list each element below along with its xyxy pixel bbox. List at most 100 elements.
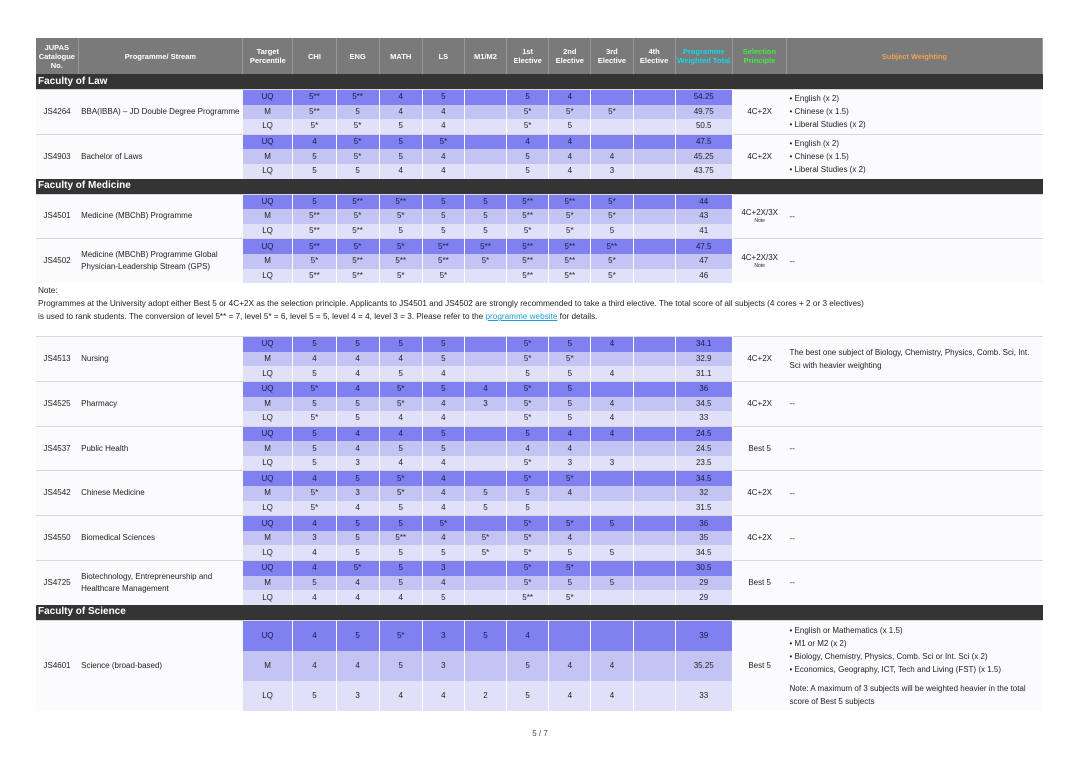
score-cell: 5* [292, 411, 337, 427]
catalogue-code: JS4542 [36, 470, 79, 516]
table-row: LQ 5* 5 4 4 5* 5 4 33 [36, 411, 1043, 427]
target-percentile: LQ [242, 590, 294, 605]
score-cell [633, 560, 676, 576]
table-row: M 3 5 5** 4 5* 5* 4 35 [36, 530, 1043, 546]
score-cell: 4 [336, 590, 380, 605]
table-row: M 5 4 5 4 5* 5 5 29 [36, 575, 1043, 591]
score-table: JUPAS Catalogue No. Programme/ Stream Ta… [36, 38, 1043, 711]
header-programme-weighted-total: Programme Weighted Total [675, 38, 733, 74]
score-cell: 5* [422, 515, 465, 531]
score-cell [464, 133, 508, 150]
table-row: JS4601 Science (broad-based) UQ 4 5 5* 3 5 4 39 Be… [36, 619, 1043, 711]
subject-weighting: -- [786, 515, 1043, 561]
subject-weighting: -- [786, 470, 1043, 516]
target-percentile: UQ [242, 88, 294, 105]
score-cell [633, 486, 676, 501]
score-cell: 5 [422, 223, 465, 239]
faculty-row-medicine: Faculty of Medicine [36, 178, 1043, 195]
score-cell: 3 [336, 486, 380, 501]
selection-principle: 4C+2X/3X Note [732, 238, 787, 284]
score-cell: 3 [548, 455, 592, 471]
faculty-title: Faculty of Medicine [36, 178, 1043, 195]
score-cell: 5 [422, 351, 465, 367]
score-cell: 5 [506, 425, 550, 442]
score-cell: 4 [292, 545, 337, 561]
score-cell: 4 [422, 575, 465, 591]
score-cell [633, 545, 676, 561]
score-cell [633, 680, 676, 711]
table-row: LQ 5** 5** 5* 5* 5** 5** 5* 46 [36, 268, 1043, 284]
weighting-line: • Biology, Chemistry, Physics, Comb. Sci… [789, 651, 988, 661]
selection-value: Best 5 [748, 577, 772, 587]
table-row: M 5 5* 5 4 5 4 4 45.25 [36, 149, 1043, 164]
score-cell: 4 [422, 680, 465, 711]
target-percentile: M [242, 209, 294, 224]
score-cell: 5* [548, 515, 592, 531]
score-cell: 4 [292, 560, 337, 576]
score-cell: 5 [506, 163, 550, 179]
programme-website-link[interactable]: programme website [485, 312, 558, 322]
catalogue-code: JS4502 [36, 238, 79, 284]
score-cell [633, 193, 676, 210]
target-percentile: UQ [242, 336, 294, 352]
score-cell: 5* [379, 268, 423, 284]
score-cell: 5 [590, 515, 634, 531]
score-cell: 5 [336, 104, 380, 120]
score-cell [633, 470, 676, 487]
score-cell: 5 [292, 396, 337, 412]
score-cell: 5 [422, 209, 465, 224]
score-cell: 5** [506, 238, 550, 254]
score-cell: 4 [379, 680, 423, 711]
score-cell: 5 [336, 336, 380, 352]
score-cell [464, 411, 508, 427]
table-row: LQ 5 4 5 4 5 5 4 31.1 [36, 366, 1043, 382]
score-cell: 3 [590, 163, 634, 179]
score-cell: 5* [548, 104, 592, 120]
score-cell: 5** [292, 223, 337, 239]
score-cell [633, 425, 676, 442]
subject-weighting: • English (x 2) • Chinese (x 1.5) • Libera… [786, 89, 1043, 135]
weighting-line: -- [789, 578, 795, 588]
score-cell: 5* [506, 351, 550, 367]
score-cell: 5 [548, 119, 592, 135]
score-cell: 5* [379, 470, 423, 487]
weighting-line: • English (x 2) [789, 94, 839, 104]
score-cell: 5 [292, 425, 337, 442]
selection-note-label: Note [754, 263, 765, 270]
score-cell: 5 [506, 149, 550, 164]
score-cell [633, 268, 676, 284]
table-row: M 5** 5 4 4 5* 5* 5* 49.75 [36, 104, 1043, 120]
selection-principle: Best 5 [732, 560, 787, 605]
score-cell: 3 [422, 560, 465, 576]
weighted-total: 35 [675, 530, 733, 546]
score-cell [633, 209, 676, 224]
score-cell: 5 [422, 336, 465, 352]
score-cell: 5* [548, 470, 592, 487]
catalogue-code: JS4903 [36, 133, 79, 179]
selection-principle: Best 5 [732, 619, 787, 711]
weighting-line: -- [789, 399, 795, 409]
weighted-total: 24.5 [675, 425, 733, 442]
score-cell: 4 [422, 104, 465, 120]
score-cell: 5* [422, 268, 465, 284]
score-cell: 4 [292, 619, 337, 651]
selection-value: 4C+2X/3X [741, 253, 779, 263]
score-cell [464, 575, 508, 591]
score-cell: 5* [506, 575, 550, 591]
table-row: M 5* 5** 5** 5** 5* 5** 5** 5* 47 [36, 253, 1043, 269]
score-cell: 4 [292, 515, 337, 531]
score-cell: 5* [464, 530, 508, 546]
score-cell: 5** [336, 253, 380, 269]
score-cell: 5* [506, 104, 550, 120]
note-line-2-text: is used to rank students. The conversion… [38, 312, 484, 322]
selection-value: 4C+2X [747, 398, 773, 408]
score-cell: 5* [336, 149, 380, 164]
score-cell [633, 650, 676, 681]
weighted-total: 24.5 [675, 441, 733, 456]
score-cell: 5 [336, 515, 380, 531]
score-cell: 5 [548, 396, 592, 412]
score-cell: 4 [548, 441, 592, 456]
faculty-row-science: Faculty of Science [36, 604, 1043, 621]
score-cell [633, 163, 676, 179]
score-cell: 4 [506, 619, 550, 651]
